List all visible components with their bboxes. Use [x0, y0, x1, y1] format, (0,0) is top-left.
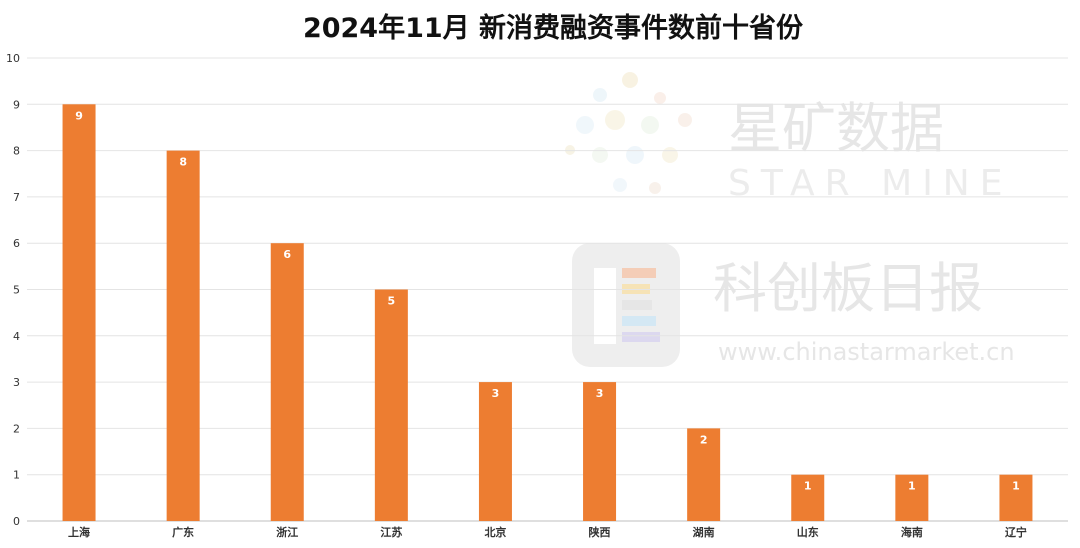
data-label: 5 — [388, 295, 396, 308]
y-tick-label: 5 — [13, 284, 20, 297]
data-label: 3 — [492, 387, 500, 400]
x-tick-label: 浙江 — [276, 525, 298, 539]
x-tick-label: 海南 — [901, 525, 923, 539]
data-labels: 9 8 6 5 3 3 2 1 1 1 — [75, 109, 1020, 492]
bar — [478, 382, 512, 521]
y-tick-label: 1 — [13, 469, 20, 482]
y-tick-label: 3 — [13, 376, 20, 389]
x-tick-label: 陕西 — [589, 525, 611, 539]
watermark-brand-cn: 科创板日报 — [713, 257, 983, 320]
x-tick-label: 广东 — [172, 525, 194, 539]
data-label: 1 — [908, 480, 916, 493]
x-tick-label: 辽宁 — [1005, 525, 1027, 539]
star-mine-logo — [565, 72, 692, 194]
y-tick-label: 8 — [13, 145, 20, 158]
bar — [270, 243, 304, 521]
x-tick-label: 上海 — [68, 525, 90, 539]
y-tick-label: 6 — [13, 237, 20, 250]
bars — [62, 104, 1033, 522]
bar — [999, 474, 1033, 521]
y-tick-label: 10 — [6, 52, 20, 65]
y-tick-label: 2 — [13, 422, 20, 435]
data-label: 3 — [596, 387, 604, 400]
bar — [583, 382, 617, 521]
x-tick-label: 湖南 — [693, 525, 715, 539]
data-label: 1 — [804, 480, 812, 493]
gridlines — [27, 57, 1068, 522]
y-tick-label: 4 — [13, 330, 20, 343]
y-tick-label: 9 — [13, 98, 20, 111]
y-tick-label: 7 — [13, 191, 20, 204]
watermark-logo-cn: 星矿数据 — [728, 97, 944, 160]
data-label: 2 — [700, 433, 708, 446]
bar — [895, 474, 929, 521]
x-tick-label: 山东 — [797, 525, 819, 539]
cls-logo-icon — [572, 243, 680, 367]
bar — [62, 104, 96, 522]
x-axis: 上海 广东 浙江 江苏 北京 陕西 湖南 山东 海南 辽宁 — [68, 525, 1027, 539]
y-axis: 0 1 2 3 4 5 6 7 8 9 10 — [6, 52, 20, 528]
data-label: 9 — [75, 109, 83, 122]
watermark-logo-en: STAR MINE — [728, 163, 1012, 204]
y-tick-label: 0 — [13, 515, 20, 528]
bar — [374, 289, 408, 521]
bar — [791, 474, 825, 521]
watermark-url: www.chinastarmarket.cn — [718, 338, 1015, 366]
data-label: 6 — [283, 248, 291, 261]
data-label: 8 — [179, 156, 187, 169]
data-label: 1 — [1012, 480, 1020, 493]
chart-title: 2024年11月 新消费融资事件数前十省份 — [303, 12, 803, 44]
x-tick-label: 北京 — [484, 525, 506, 539]
bar — [166, 150, 200, 521]
x-tick-label: 江苏 — [380, 525, 402, 539]
bar — [687, 428, 721, 521]
